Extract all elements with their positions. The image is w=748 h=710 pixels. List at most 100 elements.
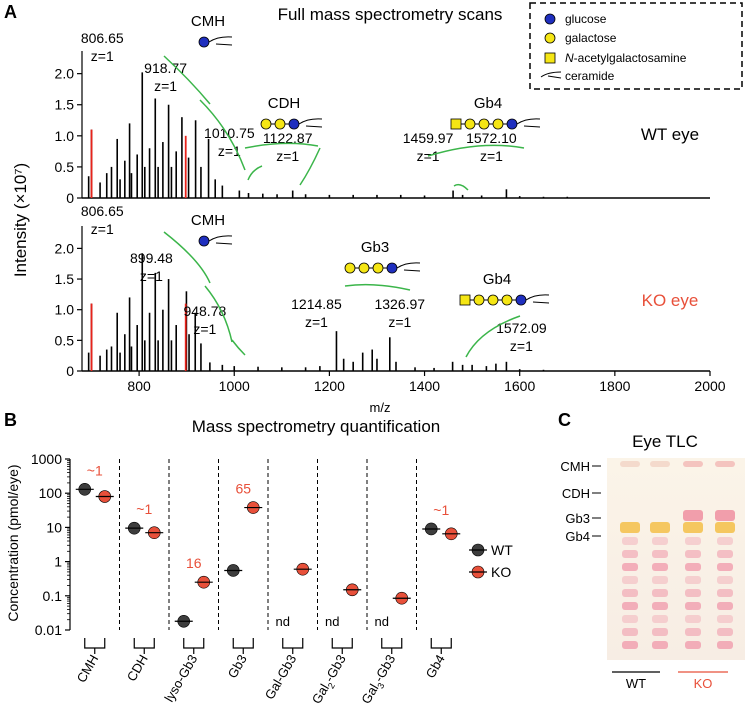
peak-bracket-curve (453, 183, 469, 191)
panel-label-b: B (4, 410, 17, 430)
panel-label-c: C (558, 410, 571, 430)
peak-bracket-curve (465, 315, 521, 358)
y-tick-label: 100 (39, 485, 63, 501)
tlc-streak-spot (622, 589, 638, 597)
tlc-label: CMH (560, 459, 590, 474)
panel-b-chart: 0.01 0.1 1 10 100 1000 ~1 CMH ~1 CDH 16 lyso-Gb3 65 G… (31, 451, 513, 708)
peak-mz-label: 1459.97 (403, 130, 454, 146)
tlc-streak-spot (652, 576, 668, 584)
category-label: Gal3-Gb3 (358, 652, 401, 708)
nd-label: nd (325, 614, 339, 629)
tlc-band-cmh (650, 461, 670, 467)
panel-a-chart: 0 0.5 1.0 1.5 2.0 806.65 z=1 918.77 z=1 1010.75 z=… (55, 13, 726, 394)
galactose-symbol (358, 262, 370, 274)
nd-label: nd (276, 614, 290, 629)
y-tick-label: 1.5 (55, 97, 75, 113)
galactose-symbol (501, 294, 513, 306)
glycan-label: CDH (268, 95, 301, 112)
tlc-streak-spot (717, 615, 733, 623)
tlc-streak-spot (652, 602, 668, 610)
peak-charge-label: z=1 (193, 321, 216, 337)
panel-b-ylabel: Concentration (pmol/eye) (5, 464, 21, 621)
ceramide-symbol (208, 235, 233, 245)
category-label: Gal-Gb3 (262, 652, 300, 702)
legend-wt-label: WT (491, 542, 513, 558)
panel-a-xlabel: m/z (370, 400, 391, 415)
tlc-streak-spot (685, 602, 701, 610)
tlc-streak-spot (717, 576, 733, 584)
galnac-symbol (450, 118, 462, 130)
tlc-label: Gb4 (565, 529, 590, 544)
tlc-streak-spot (622, 537, 638, 545)
tlc-streak-spot (685, 550, 701, 558)
category-bracket (84, 638, 106, 654)
galactose-symbol (260, 118, 272, 130)
peak-mz-label: 806.65 (81, 30, 124, 46)
tlc-plate-background (607, 458, 745, 660)
peak-charge-label: z=1 (91, 48, 114, 64)
y-tick-label: 0.5 (55, 332, 75, 348)
tlc-plate: CMH CDH Gb3 Gb4 WT KO (560, 458, 745, 691)
x-tick-label: 1000 (219, 378, 250, 394)
category-bracket (430, 638, 452, 654)
tlc-streak-spot (652, 615, 668, 623)
y-tick-label: 10 (46, 519, 62, 535)
legend-galnac-rest: -acetylgalactosamine (574, 51, 687, 65)
tlc-streak-spot (622, 576, 638, 584)
tlc-streak-spot (717, 628, 733, 636)
tlc-streak-spot (685, 537, 701, 545)
peak-mz-label: 1326.97 (374, 296, 425, 312)
tlc-streak-spot (717, 563, 733, 571)
peak-mz-label: 1572.10 (466, 130, 517, 146)
tlc-streak-spot (685, 576, 701, 584)
ceramide-symbol (298, 118, 323, 128)
peak-mz-label: 806.65 (81, 203, 124, 219)
galnac-symbol (459, 294, 471, 306)
tlc-streak-spot (685, 589, 701, 597)
x-tick-label: 1200 (314, 378, 345, 394)
ceramide-symbol (396, 262, 421, 272)
fold-change-label: ~1 (136, 501, 152, 517)
peak-bracket-curve (244, 142, 319, 149)
tlc-streak-spot (652, 628, 668, 636)
peak-mz-label: 1572.09 (496, 320, 547, 336)
tlc-title: Eye TLC (632, 432, 698, 451)
peak-bracket-curve (427, 144, 525, 157)
tlc-streak-spot (717, 537, 733, 545)
peak-mz-label: 918.77 (144, 60, 187, 76)
category-bracket (232, 638, 254, 654)
tlc-label: CDH (562, 486, 590, 501)
tlc-label: Gb3 (565, 511, 590, 526)
y-tick-label: 0 (66, 190, 74, 206)
category-bracket (282, 638, 304, 654)
tlc-streak-spot (652, 641, 668, 649)
galactose-symbol (464, 118, 476, 130)
galactose-symbol (487, 294, 499, 306)
galactose-symbol (492, 118, 504, 130)
legend-glucose-symbol (544, 13, 556, 25)
glucose-symbol (506, 118, 518, 130)
y-tick-label: 2.0 (55, 240, 75, 256)
tlc-streak-spot (685, 641, 701, 649)
legend-ko-label: KO (491, 564, 511, 580)
peak-mz-label: 1010.75 (204, 125, 255, 141)
y-tick-label: 1000 (31, 451, 62, 467)
tlc-band-gb4 (650, 522, 670, 533)
tlc-band-cmh (620, 461, 640, 467)
peak-bracket-curve (344, 283, 411, 291)
y-tick-label: 1.0 (55, 302, 75, 318)
legend-ceramide-symbol (540, 71, 562, 79)
y-tick-label: 1.5 (55, 271, 75, 287)
tlc-streak-spot (622, 628, 638, 636)
panel-b-title: Mass spectrometry quantification (192, 417, 441, 436)
y-tick-label: 1.0 (55, 128, 75, 144)
legend-galactose-symbol (544, 32, 556, 44)
tlc-band-gb3 (683, 510, 703, 521)
panel-label-a: A (4, 2, 17, 22)
x-tick-label: 800 (127, 378, 151, 394)
glucose-symbol (515, 294, 527, 306)
tlc-lane-label-ko: KO (694, 676, 713, 691)
panel-a-title: Full mass spectrometry scans (278, 5, 503, 24)
nd-label: nd (375, 614, 389, 629)
glucose-symbol (288, 118, 300, 130)
